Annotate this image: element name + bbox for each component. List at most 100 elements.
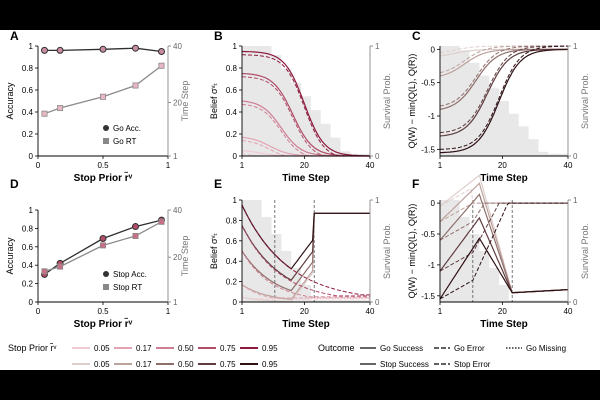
legend-prior-go-label: 0.50: [178, 344, 194, 353]
x-tick-label: 0.5: [97, 307, 109, 316]
legend-prior-go-label: 0.05: [94, 344, 110, 353]
data-point: [57, 105, 64, 112]
q-stop-error-line: [439, 202, 568, 272]
x-tick-label: 40: [564, 161, 573, 170]
x-tick-label: 1: [438, 307, 443, 316]
y-tick-label: 0: [29, 298, 34, 307]
y-axis-label: Belief σᵛₜ: [209, 83, 219, 119]
legend-prior-stop-label: 0.50: [178, 360, 194, 369]
y-tick-label: -0.5: [421, 230, 435, 239]
y-tick-label: 0.8: [226, 216, 238, 225]
y-axis-label: Accuracy: [5, 237, 15, 275]
y-tick-label: 0.2: [226, 130, 238, 139]
x-tick-label: 1: [240, 307, 245, 316]
y2-tick-label: 0: [375, 152, 380, 161]
belief-stop-error-line: [241, 250, 370, 298]
data-point: [56, 46, 64, 54]
legend-outcome-label: Outcome: [318, 343, 355, 353]
legend-marker: [103, 284, 109, 290]
x-tick-label: 40: [366, 161, 375, 170]
y-tick-label: 0: [29, 152, 34, 161]
x-tick-label: 1: [438, 161, 443, 170]
survival-area: [242, 200, 370, 302]
data-point: [99, 45, 107, 53]
data-point: [99, 235, 107, 243]
x-tick-label: 1: [240, 161, 245, 170]
legend-label: Stop Acc.: [113, 270, 147, 279]
y2-tick-label: 0: [375, 298, 380, 307]
x-tick-label: 20: [300, 307, 309, 316]
y-tick-label: 1: [233, 196, 238, 205]
x-tick-label: 20: [498, 161, 507, 170]
legend-prior-go-label: 0.95: [262, 344, 278, 353]
data-point: [100, 93, 107, 100]
data-point: [100, 242, 107, 249]
y-tick-label: 0.2: [22, 280, 34, 289]
data-point: [41, 110, 48, 117]
y2-tick-label: 40: [173, 42, 182, 51]
belief-stop-error-line: [241, 204, 370, 296]
y2-tick-label: 1: [173, 298, 178, 307]
y-tick-label: -1.5: [421, 292, 435, 301]
data-point: [132, 44, 139, 52]
data-point: [41, 46, 48, 54]
bottom-legend: Stop Prior r̃ᵛ 0.05 0.05 0.17 0.17 0.50 0.50 0…: [8, 342, 566, 369]
y2-tick-label: 0: [573, 152, 578, 161]
legend-marker: [103, 125, 109, 131]
y2-axis-label: Survival Prob.: [580, 73, 590, 129]
x-axis-label: Time Step: [480, 319, 528, 330]
y-tick-label: 0.4: [226, 257, 238, 266]
bottom-black-bar: [0, 370, 600, 400]
belief-stop-error-line: [241, 284, 370, 299]
panel-letter: F: [412, 177, 419, 191]
y2-tick-label: 40: [173, 206, 182, 215]
y2-axis-label: Time Step: [180, 81, 190, 122]
y2-tick-label: 1: [173, 152, 178, 161]
y2-axis-label: Time Step: [180, 236, 190, 277]
y-tick-label: 0.6: [226, 86, 238, 95]
legend-label: Stop RT: [113, 283, 142, 292]
y-tick-label: 1: [29, 206, 34, 215]
y2-axis-label: Survival Prob.: [382, 73, 392, 129]
x-axis-label: Time Step: [480, 173, 528, 184]
x-tick-label: 0: [36, 161, 41, 170]
y2-tick-label: 1: [573, 42, 578, 51]
y-axis-label: Belief σᵛₜ: [209, 233, 219, 269]
top-black-bar: [0, 0, 600, 30]
x-tick-label: 1: [166, 161, 171, 170]
legend-prior-go-label: 0.17: [136, 344, 152, 353]
y-tick-label: 0.4: [226, 108, 238, 117]
y-tick-label: 1: [29, 42, 34, 51]
data-point: [41, 268, 48, 275]
y-tick-label: 0.4: [22, 261, 34, 270]
legend-stop-prior-label: Stop Prior r̃ᵛ: [8, 342, 57, 353]
y-tick-label: -1: [428, 112, 436, 121]
legend-label: Go Acc.: [113, 124, 141, 133]
panel-letter: E: [214, 177, 222, 191]
survival-area: [242, 46, 370, 156]
y-tick-label: -1: [428, 261, 436, 270]
panel-letter: C: [412, 29, 421, 43]
data-point: [57, 263, 64, 270]
q-go-success-line: [439, 48, 568, 137]
y-tick-label: 0: [233, 298, 238, 307]
legend-outcome-label: Stop Success: [380, 360, 429, 369]
survival-area: [440, 46, 568, 156]
legend-prior-stop-label: 0.95: [262, 360, 278, 369]
y-tick-label: 0.2: [226, 278, 238, 287]
y-axis-label: Accuracy: [5, 82, 15, 120]
legend-outcome-label: Go Success: [380, 344, 423, 353]
panel-letter: A: [10, 29, 19, 43]
x-tick-label: 20: [498, 307, 507, 316]
y-tick-label: 0.8: [22, 224, 34, 233]
y-axis-label: Q(W) − min(Q(L), Q(R)): [407, 204, 417, 299]
y2-tick-label: 1: [375, 196, 380, 205]
data-point: [132, 82, 139, 89]
y-tick-label: -1.5: [421, 145, 435, 154]
y2-tick-label: 0: [573, 298, 578, 307]
